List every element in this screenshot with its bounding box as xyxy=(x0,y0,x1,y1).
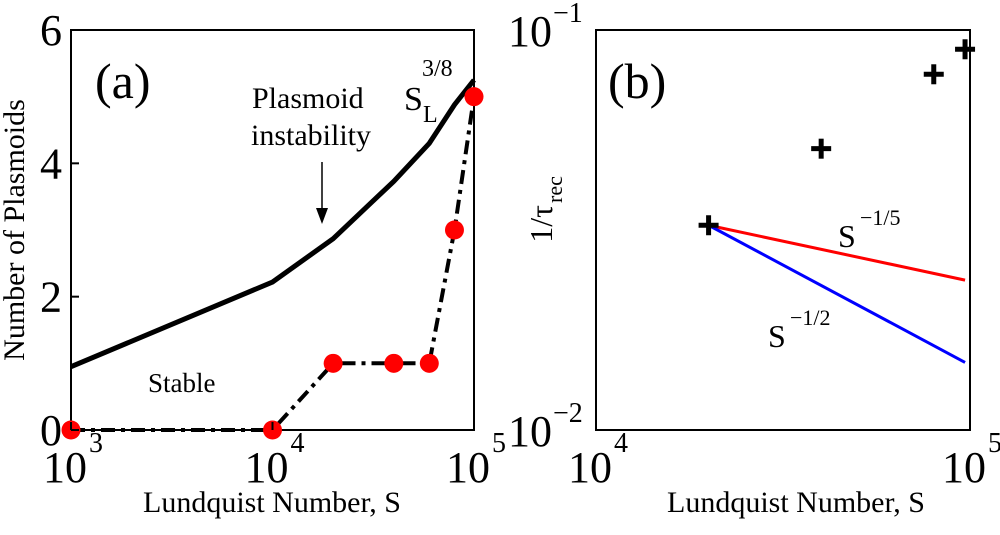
panel-b-x-ticks: 10 4 10 5 xyxy=(568,422,1000,492)
scaling-law-base: S xyxy=(404,81,423,118)
panel-b-y-axis-title-main: 1/τ xyxy=(523,205,559,243)
x-tick-label: 10 xyxy=(568,443,612,492)
y-tick-label: 10 xyxy=(508,7,552,56)
y-tick-exponent: −1 xyxy=(553,0,583,29)
panel-b-y-axis-title-subscript: rec xyxy=(542,176,567,203)
x-tick-exponent: 4 xyxy=(614,428,628,459)
red-line-label-base: S xyxy=(838,218,856,254)
panel-b-label: (b) xyxy=(608,53,666,109)
blue-line-label-base: S xyxy=(768,318,786,354)
scaling-law-subscript: L xyxy=(423,102,438,128)
plasmoid-annotation-line2: instability xyxy=(251,119,371,152)
y-tick-label: 4 xyxy=(40,139,62,188)
x-tick-exponent: 5 xyxy=(492,428,506,459)
plasmoid-count-marker xyxy=(384,353,404,373)
plasmoid-count-marker xyxy=(464,87,484,107)
y-tick-label: 0 xyxy=(40,406,62,455)
reconnection-rate-marker xyxy=(698,215,719,236)
panel-a-y-ticks: 0 2 4 6 xyxy=(40,6,79,455)
stable-annotation: Stable xyxy=(148,368,216,398)
x-tick-exponent: 3 xyxy=(89,428,103,459)
panel-b-x-axis-title: Lundquist Number, S xyxy=(667,486,925,519)
scaling-law-line xyxy=(70,78,476,370)
blue-line-label-exponent: −1/2 xyxy=(790,305,831,330)
red-scaling-line xyxy=(708,223,966,282)
y-tick-label: 6 xyxy=(40,6,62,55)
panel-b-lines xyxy=(707,223,966,364)
panel-b-y-axis-title: 1/τ rec xyxy=(523,176,567,243)
x-tick-exponent: 4 xyxy=(291,428,305,459)
panel-b-y-ticks: 10−210−1 xyxy=(508,0,604,456)
panel-a-x-axis-title: Lundquist Number, S xyxy=(143,486,401,519)
x-tick-exponent: 5 xyxy=(988,428,1000,459)
panel-a-x-ticks: 10 3 10 4 10 5 xyxy=(43,422,506,492)
panel-a-y-axis-title: Number of Plasmoids xyxy=(0,99,31,361)
panel-a-label: (a) xyxy=(95,53,151,109)
panel-b-axes-box xyxy=(595,29,971,431)
panel-b-points xyxy=(698,39,976,236)
annotation-arrow xyxy=(316,162,328,224)
reconnection-rate-marker xyxy=(923,64,944,85)
scaling-law-superscript: 3/8 xyxy=(422,56,453,82)
y-tick-label: 2 xyxy=(40,273,62,322)
plasmoid-annotation-line1: Plasmoid xyxy=(252,82,364,115)
reconnection-rate-marker xyxy=(811,138,832,159)
reconnection-rate-marker xyxy=(955,39,976,60)
x-tick-label: 10 xyxy=(446,443,490,492)
y-tick-exponent: −2 xyxy=(553,398,583,429)
panel-b: 10 4 10 5 10−210−1 (b) S −1/5 S −1/2 Lundqu… xyxy=(508,0,1000,519)
x-tick-label: 10 xyxy=(245,443,289,492)
plasmoid-count-marker xyxy=(419,353,439,373)
y-tick-label: 10 xyxy=(508,407,552,456)
plasmoid-count-marker xyxy=(444,220,464,240)
blue-scaling-line xyxy=(707,223,966,364)
x-tick-label: 10 xyxy=(43,443,87,492)
plasmoid-count-marker xyxy=(323,353,343,373)
red-line-label-exponent: −1/5 xyxy=(860,205,901,230)
x-tick-label: 10 xyxy=(942,443,986,492)
